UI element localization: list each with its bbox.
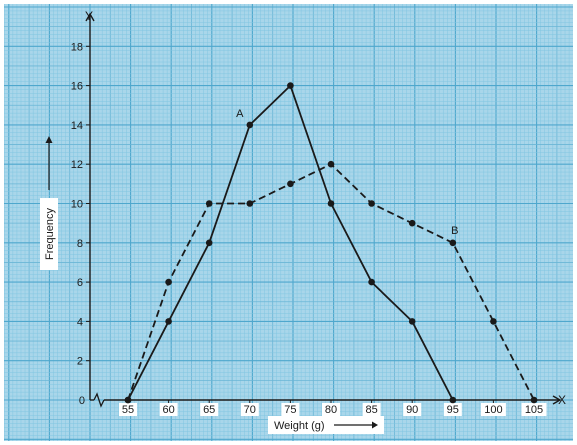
series-lines: AB xyxy=(124,82,538,404)
data-point-a xyxy=(246,121,254,129)
x-tick-label-backdrop xyxy=(521,403,547,416)
x-tick-label: 95 xyxy=(447,404,459,416)
x-tick-label: 70 xyxy=(244,404,256,416)
x-tick-label-backdrop xyxy=(322,403,340,416)
x-axis-title: Weight (g) xyxy=(274,420,325,432)
data-point-a xyxy=(205,239,213,247)
data-point-a xyxy=(287,82,294,89)
x-tick-label-backdrop xyxy=(240,403,259,416)
y-tick-label: 18 xyxy=(71,41,83,53)
graph-paper-grid xyxy=(4,4,573,441)
y-tick-label: 6 xyxy=(77,277,83,289)
y-axis-title-arrow-head xyxy=(45,136,53,143)
x-axis-arrow xyxy=(552,395,562,405)
data-point-b xyxy=(246,200,254,207)
series-label-b: B xyxy=(451,225,458,237)
x-tick-label-backdrop xyxy=(281,403,300,416)
x-tick-label: 105 xyxy=(525,404,543,416)
data-point-b xyxy=(490,318,497,325)
y-tick-label: 12 xyxy=(71,159,83,171)
y-tick-label: 4 xyxy=(77,316,83,328)
data-point-a xyxy=(408,318,416,325)
axes: 55 60 65 70 75 80 85 90 95 100 105 2 4 6 8 10 12 14 16 18 xyxy=(71,12,562,416)
x-axis-letter: X xyxy=(558,393,566,407)
data-point-b xyxy=(124,396,132,404)
y-tick-label: 8 xyxy=(77,238,83,250)
x-tick-label: 100 xyxy=(484,404,502,416)
x-tick-label: 85 xyxy=(365,404,377,416)
x-tick-label-backdrop xyxy=(443,403,462,416)
data-point-b xyxy=(287,180,294,188)
data-point-b xyxy=(368,200,375,207)
y-tick-label: 14 xyxy=(71,120,83,132)
x-tick-label-backdrop xyxy=(119,403,137,416)
y-axis-title-backdrop xyxy=(40,198,58,270)
x-tick-label: 80 xyxy=(325,404,337,416)
y-axis-title-group: Frequency xyxy=(40,136,58,270)
x-tick-label-backdrop xyxy=(362,403,381,416)
x-tick-label: 90 xyxy=(406,404,418,416)
data-point-b xyxy=(408,219,416,227)
data-point-a xyxy=(368,278,375,286)
data-point-a xyxy=(327,200,335,207)
data-point-b xyxy=(449,239,457,247)
y-tick-label: 16 xyxy=(71,81,83,93)
x-tick-label: 65 xyxy=(203,404,215,416)
x-axis-break xyxy=(93,392,105,408)
labels: Weight (g) Frequency X Y 0 xyxy=(40,9,566,434)
y-axis-arrow xyxy=(85,12,95,22)
x-axis-title-arrow-head xyxy=(372,421,378,429)
x-tick-label-backdrop xyxy=(480,403,506,416)
data-point-b xyxy=(327,160,335,168)
x-tick-label: 55 xyxy=(122,404,134,416)
x-tick-label-backdrop xyxy=(403,403,422,416)
x-tick-label: 75 xyxy=(284,404,296,416)
graph-paper xyxy=(4,4,573,441)
data-point-b xyxy=(530,396,538,404)
data-point-b xyxy=(205,200,213,207)
data-point-a xyxy=(165,318,172,325)
data-point-a xyxy=(449,396,457,404)
y-tick-label: 2 xyxy=(77,356,83,368)
data-point-b xyxy=(165,278,172,286)
y-axis-letter: Y xyxy=(85,9,93,23)
x-tick-label-backdrop xyxy=(159,403,178,416)
origin-label: 0 xyxy=(79,395,85,407)
series-label-a: A xyxy=(236,108,244,120)
x-axis-title-backdrop xyxy=(268,416,384,434)
x-tick-label: 60 xyxy=(162,404,174,416)
y-tick-label: 10 xyxy=(71,199,83,211)
x-axis-title-group: Weight (g) xyxy=(268,416,384,434)
x-tick-label-backdrop xyxy=(200,403,219,416)
y-axis-title: Frequency xyxy=(44,208,56,260)
